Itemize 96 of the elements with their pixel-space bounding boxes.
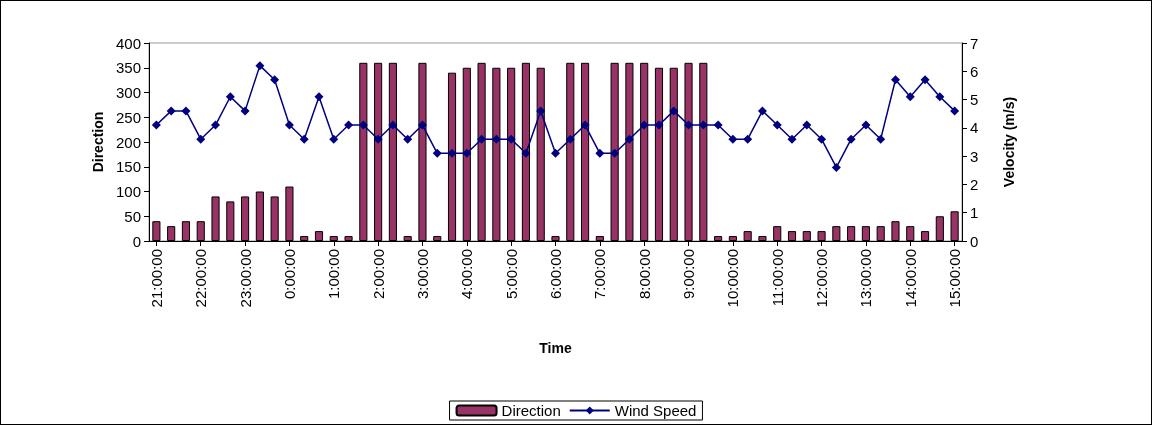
point: [447, 148, 457, 158]
x-tick-label: 23:00:00: [236, 249, 254, 308]
y2-tick-label: 7: [970, 34, 979, 52]
point: [876, 134, 886, 144]
y-tick-label: 400: [115, 34, 141, 52]
x-tick-label: 6:00:00: [547, 249, 564, 300]
y2-tick-label: 5: [970, 91, 979, 109]
point: [240, 106, 250, 116]
point: [920, 75, 930, 85]
point: [595, 148, 605, 158]
point: [211, 120, 221, 130]
y-tick-label: 100: [115, 183, 141, 200]
point: [403, 134, 413, 144]
x-tick-label: 4:00:00: [458, 249, 476, 300]
point: [905, 92, 915, 102]
point: [477, 134, 487, 144]
point: [344, 120, 354, 130]
y2-tick-label: 0: [970, 232, 979, 250]
x-tick-label: 15:00:00: [946, 249, 964, 308]
x-tick-label: 11:00:00: [768, 249, 786, 307]
point: [802, 120, 812, 130]
y2-tick-label: 3: [970, 147, 979, 165]
point: [151, 120, 161, 130]
point: [757, 106, 767, 116]
point: [506, 134, 516, 144]
point: [817, 134, 827, 144]
point: [713, 120, 723, 130]
y-axis-title: Direction: [90, 111, 107, 173]
point: [536, 106, 546, 116]
x-tick-label: 12:00:00: [813, 249, 831, 308]
x-tick-label: 10:00:00: [724, 249, 742, 308]
point: [255, 61, 265, 71]
y2-axis-title: Velocity (m/s): [1001, 96, 1017, 188]
x-tick-label: 2:00:00: [369, 249, 387, 300]
point: [639, 120, 649, 130]
point: [610, 148, 620, 158]
point: [831, 162, 841, 172]
x-tick-label: 8:00:00: [635, 249, 653, 300]
point: [772, 120, 782, 130]
y-tick-label: 150: [115, 158, 141, 176]
point: [417, 120, 427, 130]
point: [728, 134, 738, 144]
point: [432, 148, 442, 158]
x-tick-label: 21:00:00: [147, 249, 165, 308]
x-tick-label: 7:00:00: [591, 249, 609, 300]
point: [521, 148, 531, 158]
y-tick-label: 300: [115, 84, 141, 101]
point: [388, 120, 398, 130]
y2-tick-label: 6: [970, 62, 979, 80]
legend-label: Wind Speed: [614, 402, 697, 419]
point: [787, 134, 797, 144]
point: [890, 75, 900, 85]
point: [743, 134, 753, 144]
point: [462, 148, 472, 158]
x-tick-label: 5:00:00: [502, 249, 520, 300]
point: [491, 134, 501, 144]
y-tick-label: 200: [115, 133, 141, 151]
point: [565, 134, 575, 144]
point: [935, 92, 945, 102]
y-tick-label: 350: [115, 59, 141, 77]
x-tick-label: 9:00:00: [680, 249, 698, 300]
point: [580, 120, 590, 130]
point: [299, 134, 309, 144]
point: [181, 106, 191, 116]
x-tick-label: 13:00:00: [857, 249, 875, 308]
point: [624, 134, 634, 144]
y2-tick-label: 2: [970, 175, 979, 193]
x-tick-label: 14:00:00: [901, 249, 919, 308]
y2-tick-label: 4: [970, 119, 979, 137]
x-tick-label: 3:00:00: [413, 249, 431, 300]
y-tick-label: 50: [124, 207, 141, 225]
point: [654, 120, 664, 130]
point: [669, 106, 679, 116]
point: [166, 106, 176, 116]
point: [684, 120, 694, 130]
y-tick-label: 250: [115, 108, 141, 126]
point: [358, 120, 368, 130]
y-tick-label: 0: [132, 232, 141, 250]
point: [225, 92, 235, 102]
point: [698, 120, 708, 130]
x-tick-label: 22:00:00: [192, 249, 210, 308]
point: [551, 148, 560, 158]
point: [329, 134, 339, 144]
x-axis-title: Time: [539, 340, 572, 356]
x-tick-label: 0:00:00: [280, 249, 298, 300]
point: [373, 134, 383, 144]
point: [284, 120, 294, 130]
point: [861, 120, 871, 130]
point: [314, 92, 324, 102]
legend-label: Direction: [501, 402, 561, 419]
x-tick-label: 1:00:00: [325, 249, 343, 300]
point: [270, 75, 280, 85]
point: [196, 134, 206, 144]
point: [846, 134, 856, 144]
point: [950, 106, 960, 116]
y2-tick-label: 1: [970, 204, 979, 222]
